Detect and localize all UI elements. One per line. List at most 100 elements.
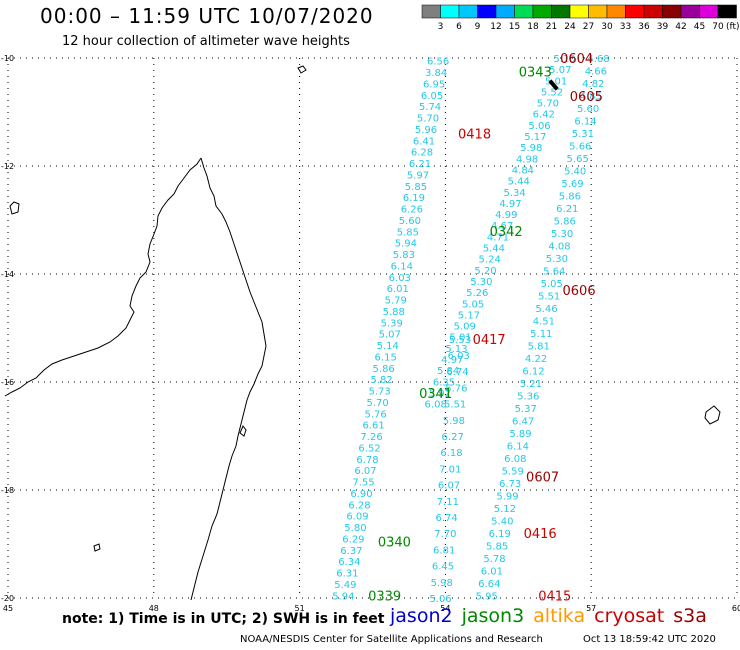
wave-height-value: 6.73: [499, 479, 521, 490]
map-subtitle: 12 hour collection of altimeter wave hei…: [62, 34, 350, 49]
scale-label: 42: [675, 22, 686, 32]
wave-height-value: 6.95: [423, 79, 445, 90]
color-swatch: [643, 4, 663, 19]
wave-height-value: 6.41: [413, 136, 435, 147]
wave-height-value: 6.01: [387, 284, 409, 295]
wave-height-value: 5.30: [470, 277, 492, 288]
wave-height-value: 4.99: [495, 210, 517, 221]
wave-height-value: 5.40: [491, 516, 513, 527]
wave-height-value: 5.46: [535, 304, 557, 315]
wave-height-value: 6.28: [348, 500, 370, 511]
color-swatch: [625, 4, 645, 19]
lon-tick-label: 48: [149, 604, 159, 613]
wave-height-value: 7.01: [439, 464, 461, 475]
pass-time-label: 0605: [570, 90, 603, 105]
scale-label: 15: [509, 22, 520, 32]
pass-time-label: 0604: [560, 52, 593, 67]
wave-height-value: 5.17: [524, 132, 546, 143]
lat-tick-label: -20: [1, 594, 14, 603]
wave-height-value: 5.70: [366, 398, 388, 409]
legend-jason2: jason2: [390, 605, 453, 627]
pass-time-label: 0339: [368, 589, 401, 604]
wave-height-value: 6.64: [478, 579, 500, 590]
wave-height-value: 4.97: [441, 355, 463, 366]
wave-height-value: 6.56: [427, 57, 449, 68]
color-swatch: [532, 4, 552, 19]
wave-height-value: 5.64: [543, 266, 565, 277]
wave-height-value: 5.94: [332, 591, 354, 602]
wave-height-value: 5.37: [515, 404, 537, 415]
color-swatch: [514, 4, 534, 19]
wave-height-value: 5.88: [383, 307, 405, 318]
wave-height-value: 6.21: [409, 159, 431, 170]
color-swatch: [421, 4, 441, 19]
lat-lon-grid: [7, 57, 738, 599]
scale-label: 30: [601, 22, 613, 32]
wave-height-tracks: 6.563.846.956.055.745.705.966.416.286.21…: [332, 54, 609, 605]
wave-height-value: 5.44: [483, 244, 505, 255]
wave-height-value: 5.85: [486, 541, 508, 552]
wave-height-value: 5.81: [528, 341, 550, 352]
wave-height-value: 5.36: [517, 391, 539, 402]
generated-timestamp: Oct 13 18:59:42 UTC 2020: [583, 634, 716, 645]
wave-height-value: 5.30: [551, 229, 573, 240]
scale-label: 18: [527, 22, 539, 32]
wave-height-value: 5.82: [371, 375, 393, 386]
scale-label: 70: [712, 22, 724, 32]
lon-tick-label: 57: [586, 604, 596, 613]
wave-height-value: 3.84: [425, 68, 447, 79]
track-marker: [548, 79, 559, 91]
legend-s3a: s3a: [673, 605, 707, 627]
wave-height-value: 5.17: [458, 310, 480, 321]
wave-height-value: 6.21: [556, 204, 578, 215]
scale-label: 12: [490, 22, 501, 32]
pass-time-label: 0417: [473, 333, 506, 348]
wave-height-value: 7.55: [352, 478, 374, 489]
wave-height-value: 5.76: [445, 383, 467, 394]
wave-height-value: 5.31: [572, 129, 594, 140]
wave-height-value: 5.05: [462, 299, 484, 310]
wave-height-value: 6.34: [338, 557, 360, 568]
wave-height-value: 6.37: [340, 546, 362, 557]
wave-height-value: 6.01: [481, 566, 503, 577]
wave-height-value: 6.81: [433, 545, 455, 556]
wave-height-value: 6.74: [446, 367, 468, 378]
wave-height-value: 5.07: [379, 330, 401, 341]
wave-height-value: 6.26: [401, 205, 423, 216]
madagascar-coastline: [4, 65, 721, 601]
wave-height-value: 5.13: [445, 344, 467, 355]
wave-height-value: 5.60: [577, 104, 599, 115]
credit-line: NOAA/NESDIS Center for Satellite Applica…: [240, 634, 543, 645]
wave-height-value: 5.86: [554, 216, 576, 227]
wave-height-value: 5.94: [395, 239, 417, 250]
lat-tick-label: -14: [1, 270, 14, 279]
wave-height-value: 5.79: [385, 296, 407, 307]
scale-label: 24: [564, 22, 576, 32]
wave-height-value: 6.45: [432, 562, 454, 573]
wave-height-value: 6.09: [346, 512, 368, 523]
wave-height-value: 5.73: [369, 387, 391, 398]
wave-height-value: 5.07: [549, 65, 571, 76]
color-swatch: [588, 4, 608, 19]
scale-label: 27: [583, 22, 594, 32]
wave-height-value: 6.08: [504, 454, 526, 465]
wave-height-value: 6.08: [425, 400, 447, 411]
wave-height-value: 6.14: [574, 116, 596, 127]
wave-height-value: 5.60: [399, 216, 421, 227]
wave-height-value: 6.03: [389, 273, 411, 284]
wave-height-value: 5.98: [431, 578, 453, 589]
wave-height-value: 5.89: [509, 429, 531, 440]
units-note: note: 1) Time is in UTC; 2) SWH is in fe…: [62, 611, 385, 627]
wave-height-value: 5.78: [483, 554, 505, 565]
map-title: 00:00 – 11:59 UTC 10/07/2020: [40, 4, 374, 28]
wave-height-value: 5.06: [528, 121, 550, 132]
wave-height-value: 5.86: [373, 364, 395, 375]
wave-height-value: 5.70: [537, 99, 559, 110]
wave-height-value: 5.76: [364, 409, 386, 420]
wave-height-value: 7.11: [437, 497, 459, 508]
madagascar-west-coast: [4, 157, 202, 397]
wave-height-value: 7.70: [434, 529, 456, 540]
wave-height-value: 5.14: [377, 341, 399, 352]
scale-label: 21: [546, 22, 557, 32]
color-scale-legend: 3 6 9 12 15 18 21 24 27 30 33 36 39 42 45 70 (ft): [421, 4, 740, 32]
